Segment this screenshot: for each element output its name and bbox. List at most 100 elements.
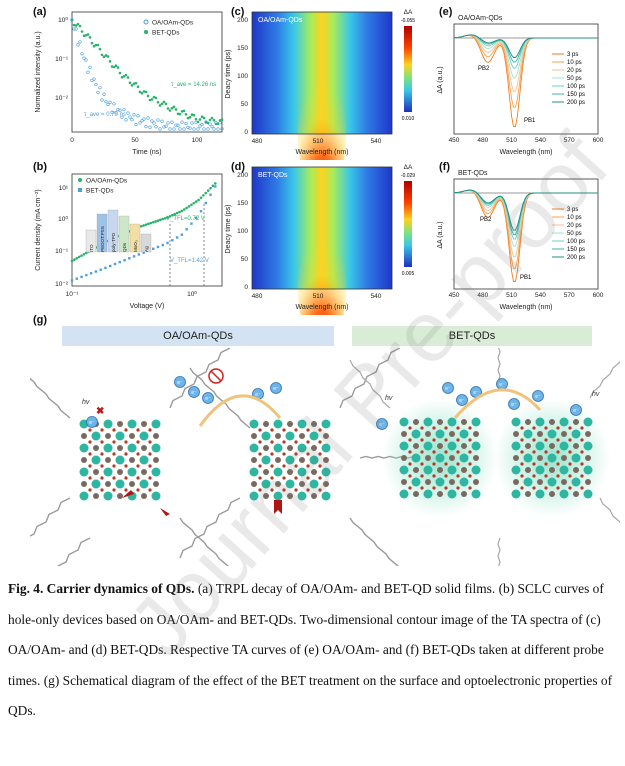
qd-atom	[139, 431, 149, 441]
qd-dot	[556, 450, 560, 454]
qd-atom	[249, 491, 259, 501]
qd-dot	[556, 474, 560, 478]
oa-point	[180, 209, 184, 213]
qd-dot	[100, 464, 104, 468]
oa-point	[118, 108, 122, 112]
panel-f-pb1: PB1	[520, 275, 532, 281]
oa-point	[147, 222, 150, 226]
oa-point	[70, 259, 74, 263]
oa-point	[194, 120, 198, 125]
panel-c-xtick-1: 510	[313, 138, 324, 145]
oa-point	[166, 216, 169, 219]
qd-atom	[93, 445, 99, 451]
bet-point	[142, 90, 146, 93]
panel-c-xtick-0: 480	[252, 138, 263, 145]
qd-atom	[423, 489, 433, 499]
qd-dot	[112, 452, 116, 456]
qd-dot	[408, 426, 412, 430]
qd-atom	[461, 419, 467, 425]
panel-c-hotspot	[298, 72, 346, 160]
qd-atom	[549, 467, 555, 473]
oa-point	[220, 127, 224, 131]
panel-d-ylabel: Deacy time (ps)	[225, 204, 232, 253]
qd-atom	[573, 443, 579, 449]
ligand-chain-7	[189, 367, 251, 429]
qd-dot	[282, 464, 286, 468]
qd-dot	[432, 450, 436, 454]
qd-dot	[88, 440, 92, 444]
oa-point	[154, 125, 158, 129]
qd-atom	[437, 491, 443, 497]
panel-f-legend: 3 ps 10 ps 20 ps 50 ps 100 ps 150 ps 200 ps	[552, 207, 585, 261]
hv-label-left: hv	[82, 399, 90, 406]
oa-point	[154, 220, 157, 223]
qd-dot	[270, 452, 274, 456]
bet-point	[132, 255, 136, 258]
qd-dot	[282, 476, 286, 480]
qd-atom	[423, 465, 433, 475]
qd-atom	[571, 429, 581, 439]
bet-point	[132, 82, 136, 85]
bet-point	[124, 73, 128, 77]
qd-dot	[124, 452, 128, 456]
qd-atom	[151, 443, 161, 453]
bet-point	[99, 268, 102, 271]
qd-atom	[299, 433, 305, 439]
oa-point	[198, 124, 202, 128]
panel-d-xlabel: Wavelength (nm)	[295, 304, 348, 311]
panel-d-ytick-0: 0	[244, 284, 248, 291]
bet-point	[161, 243, 164, 247]
qd-atom	[321, 419, 331, 429]
panel-e-xlabel: Wavelength (nm)	[499, 149, 552, 156]
qd-atom	[535, 465, 545, 475]
oa-point	[204, 191, 208, 195]
bet-point	[76, 22, 80, 26]
qd-dot	[408, 474, 412, 478]
oa-point	[138, 121, 142, 125]
panel-d-xtick-1: 510	[313, 293, 324, 300]
qd-dot	[468, 474, 472, 478]
qd-atom	[275, 433, 281, 439]
electron-label-7: e⁻	[445, 386, 451, 392]
qd-atom	[513, 455, 519, 461]
electron-label-8: e⁻	[459, 398, 465, 404]
panel-d-chart: BET-QDs Deacy time (ps) Wavelength (nm) …	[225, 164, 415, 315]
oa-point	[182, 127, 186, 131]
qd-atom	[115, 479, 125, 489]
qd-dot	[420, 426, 424, 430]
qd-dot	[148, 440, 152, 444]
legend-label-1: 10 ps	[567, 215, 582, 221]
xtick: 570	[564, 292, 575, 299]
panel-b-xtick-0: 10⁻¹	[66, 291, 80, 298]
qd-dot	[148, 428, 152, 432]
panel-e-legend: 3 ps 10 ps 20 ps 50 ps 100 ps 150 ps 200 ps	[552, 52, 585, 106]
qd-atom	[249, 419, 259, 429]
red-arrow-1	[122, 490, 134, 498]
bet-point	[98, 47, 102, 51]
bet-point	[185, 228, 188, 231]
qd-dot	[580, 450, 584, 454]
oa-point	[190, 121, 194, 125]
qd-atom	[79, 491, 89, 501]
qd-atom	[411, 477, 421, 487]
qd-dot	[432, 474, 436, 478]
qd-dot	[532, 450, 536, 454]
qd-atom	[525, 443, 531, 449]
oa-point	[152, 121, 156, 125]
bet-chain-4	[589, 360, 620, 399]
panel-c-xtick-2: 540	[371, 138, 382, 145]
panel-a-legend-bet-marker	[144, 30, 148, 34]
qd-dot	[456, 474, 460, 478]
qd-atom	[81, 481, 87, 487]
qd-atom	[151, 419, 161, 429]
qd-atom	[275, 481, 281, 487]
electron-2	[188, 386, 200, 398]
qd-dot	[318, 464, 322, 468]
qd-atom	[435, 429, 445, 439]
oa-point	[82, 252, 86, 256]
qd-dot	[420, 438, 424, 442]
qd-atom	[285, 479, 295, 489]
bet-point	[195, 216, 198, 220]
panel-e-chart: OA/OAm-QDs ΔA (a.u.) Wavelength (nm) 450…	[437, 15, 604, 156]
bet-point	[158, 104, 162, 107]
